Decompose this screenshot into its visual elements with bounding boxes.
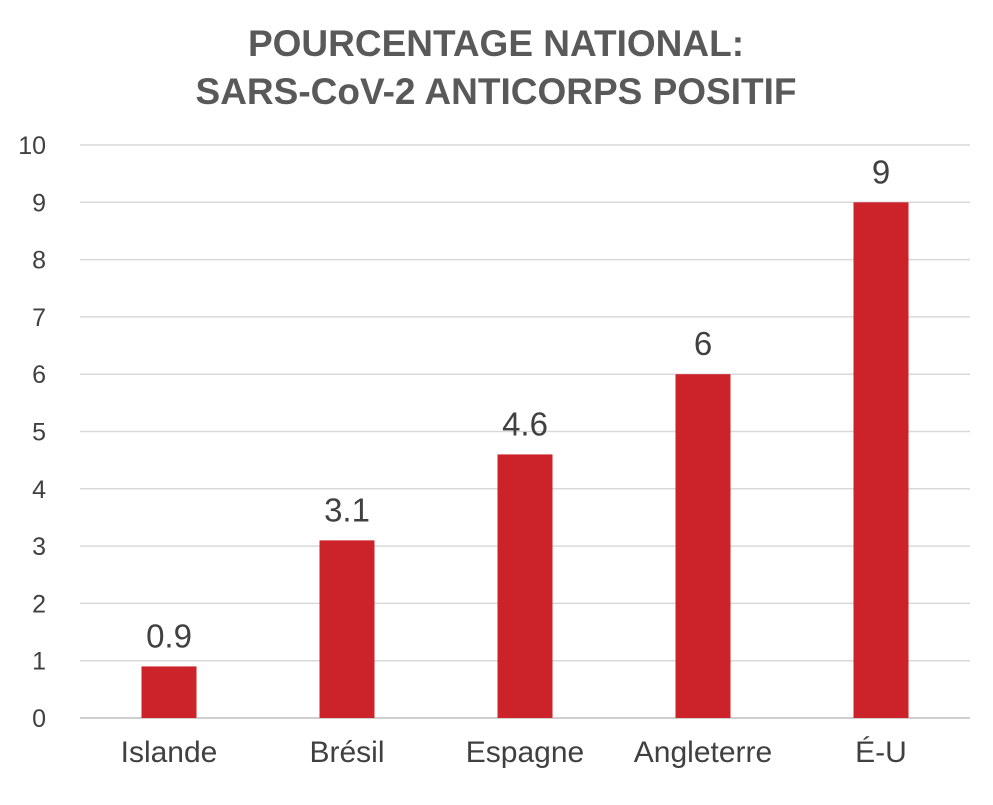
bar-4 <box>853 202 909 719</box>
y-tick-label-9: 9 <box>32 189 46 217</box>
y-tick-label-3: 3 <box>32 533 46 561</box>
x-axis-tick-labels: Islande Brésil Espagne Angleterre É-U <box>121 736 907 769</box>
bar-3 <box>675 374 731 718</box>
data-label-0: 0.9 <box>146 617 192 654</box>
x-tick-label-4: É-U <box>855 736 907 769</box>
data-label-2: 4.6 <box>502 405 548 442</box>
data-labels: 0.9 3.1 4.6 6 9 <box>146 153 890 654</box>
chart-title-line-1: POURCENTAGE NATIONAL: <box>248 23 744 64</box>
bar-0 <box>141 666 197 718</box>
data-label-4: 9 <box>872 153 890 190</box>
y-tick-label-5: 5 <box>32 419 46 447</box>
x-tick-label-3: Angleterre <box>634 736 772 769</box>
y-axis-tick-labels: 0 1 2 3 4 5 6 7 8 9 10 <box>18 132 46 733</box>
chart-title-line-2: SARS-CoV-2 ANTICORPS POSITIF <box>196 71 797 112</box>
data-label-1: 3.1 <box>324 491 370 528</box>
data-label-3: 6 <box>694 325 712 362</box>
y-tick-label-2: 2 <box>32 590 46 618</box>
y-tick-label-1: 1 <box>32 648 46 676</box>
y-tick-label-8: 8 <box>32 247 46 275</box>
y-tick-label-7: 7 <box>32 304 46 332</box>
x-tick-label-1: Brésil <box>309 736 384 769</box>
y-tick-label-6: 6 <box>32 361 46 389</box>
x-tick-label-0: Islande <box>121 736 218 769</box>
y-tick-label-4: 4 <box>32 476 46 504</box>
y-tick-label-0: 0 <box>32 705 46 733</box>
bars <box>141 202 909 719</box>
bar-2 <box>497 454 553 718</box>
x-tick-label-2: Espagne <box>466 736 584 769</box>
bar-1 <box>319 540 375 718</box>
y-tick-label-10: 10 <box>18 132 46 160</box>
chart-title: POURCENTAGE NATIONAL: SARS-CoV-2 ANTICOR… <box>196 23 797 112</box>
